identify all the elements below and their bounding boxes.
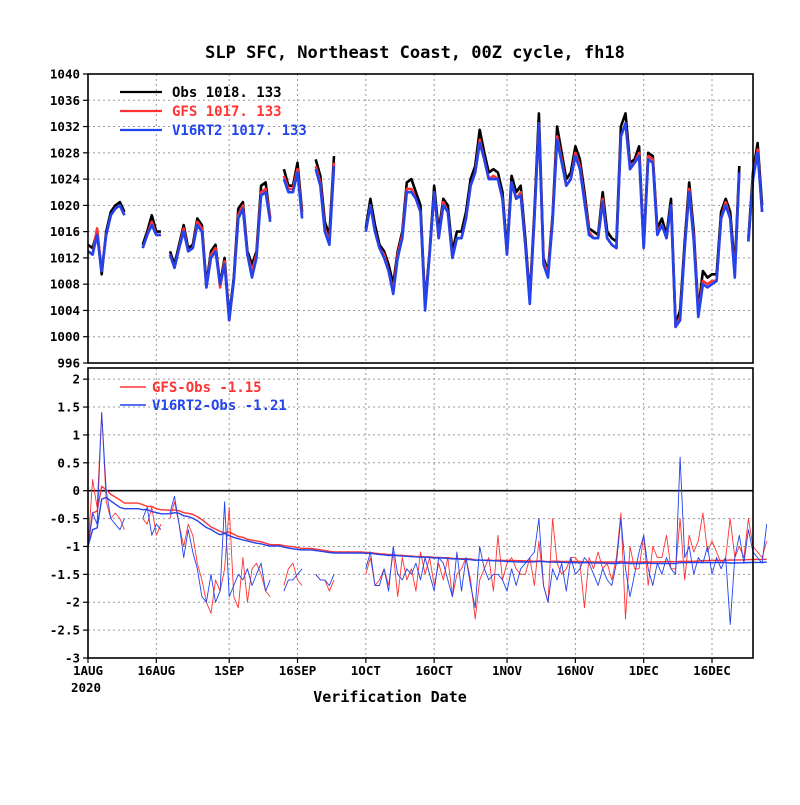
x-tick-label: 16DEC bbox=[693, 663, 731, 678]
y-tick-label: 1016 bbox=[50, 224, 80, 239]
series-line-v16 bbox=[87, 122, 764, 329]
legend-label-gfs: GFS 1017. 133 bbox=[172, 104, 282, 120]
series-line-v16 bbox=[87, 412, 768, 625]
x-axis-title: Verification Date bbox=[313, 688, 467, 706]
x-tick-label: 16AUG bbox=[138, 663, 176, 678]
y-tick-label: -2.5 bbox=[50, 623, 80, 638]
y-tick-label: 996 bbox=[57, 356, 80, 371]
panel-frame bbox=[87, 73, 754, 364]
y-tick-label: 1.5 bbox=[57, 400, 80, 415]
y-tick-label: 2 bbox=[72, 372, 80, 387]
x-tick-label: 1SEP bbox=[214, 663, 244, 678]
x-tick-label: 16SEP bbox=[279, 663, 317, 678]
y-tick-label: 1036 bbox=[50, 93, 80, 108]
panel-frame bbox=[87, 367, 754, 659]
y-tick-label: 0.5 bbox=[57, 455, 80, 470]
y-tick-label: -3 bbox=[65, 651, 80, 666]
y-tick-label: 1028 bbox=[50, 145, 80, 160]
series-line-gfs bbox=[87, 412, 768, 620]
y-tick-label: -2 bbox=[65, 595, 80, 610]
y-tick-label: 1004 bbox=[50, 303, 80, 318]
y-tick-label: 1020 bbox=[50, 198, 80, 213]
bottom-panel: 2 1.5 1 0.5 0 -0.5 -1 -1.5 -2 -2.5 -3 GFS-Obs -1.15… bbox=[50, 367, 768, 666]
y-tick-label: 1 bbox=[72, 427, 80, 442]
legend-label-v16: V16RT2-Obs -1.21 bbox=[152, 398, 287, 414]
top-panel: 1040 1036 1032 1028 1024 1020 1016 1012 1008 1004… bbox=[50, 67, 764, 371]
y-tick-label: -0.5 bbox=[50, 511, 80, 526]
x-tick-label: 16OCT bbox=[415, 663, 453, 678]
legend-label-obs: Obs 1018. 133 bbox=[172, 85, 282, 101]
x-tick-label: 16NOV bbox=[557, 663, 595, 678]
legend-label-v16: V16RT2 1017. 133 bbox=[172, 123, 307, 139]
running-mean-line-gfs bbox=[87, 485, 767, 563]
x-tick-label: 1AUG bbox=[73, 663, 103, 678]
legend-label-gfs: GFS-Obs -1.15 bbox=[152, 380, 262, 396]
running-mean-line-v16 bbox=[87, 496, 767, 565]
x-tick-label: 1DEC bbox=[629, 663, 659, 678]
x-tick-label: 1NOV bbox=[492, 663, 523, 678]
y-tick-label: 1040 bbox=[50, 67, 80, 82]
y-tick-label: 0 bbox=[72, 483, 80, 498]
y-tick-label: 1008 bbox=[50, 277, 80, 292]
year-label: 2020 bbox=[71, 680, 101, 695]
y-tick-label: 1000 bbox=[50, 329, 80, 344]
chart-title: SLP SFC, Northeast Coast, 00Z cycle, fh1… bbox=[205, 43, 625, 63]
y-tick-label: 1024 bbox=[50, 172, 80, 187]
x-tick-label: 1OCT bbox=[351, 663, 381, 678]
y-tick-label: -1 bbox=[65, 539, 80, 554]
y-tick-label: -1.5 bbox=[50, 567, 80, 582]
y-tick-label: 1012 bbox=[50, 250, 80, 265]
y-tick-label: 1032 bbox=[50, 119, 80, 134]
x-axis: 1AUG 16AUG 1SEP 16SEP 1OCT 16OCT 1NOV 16NOV 1DEC… bbox=[73, 658, 731, 678]
